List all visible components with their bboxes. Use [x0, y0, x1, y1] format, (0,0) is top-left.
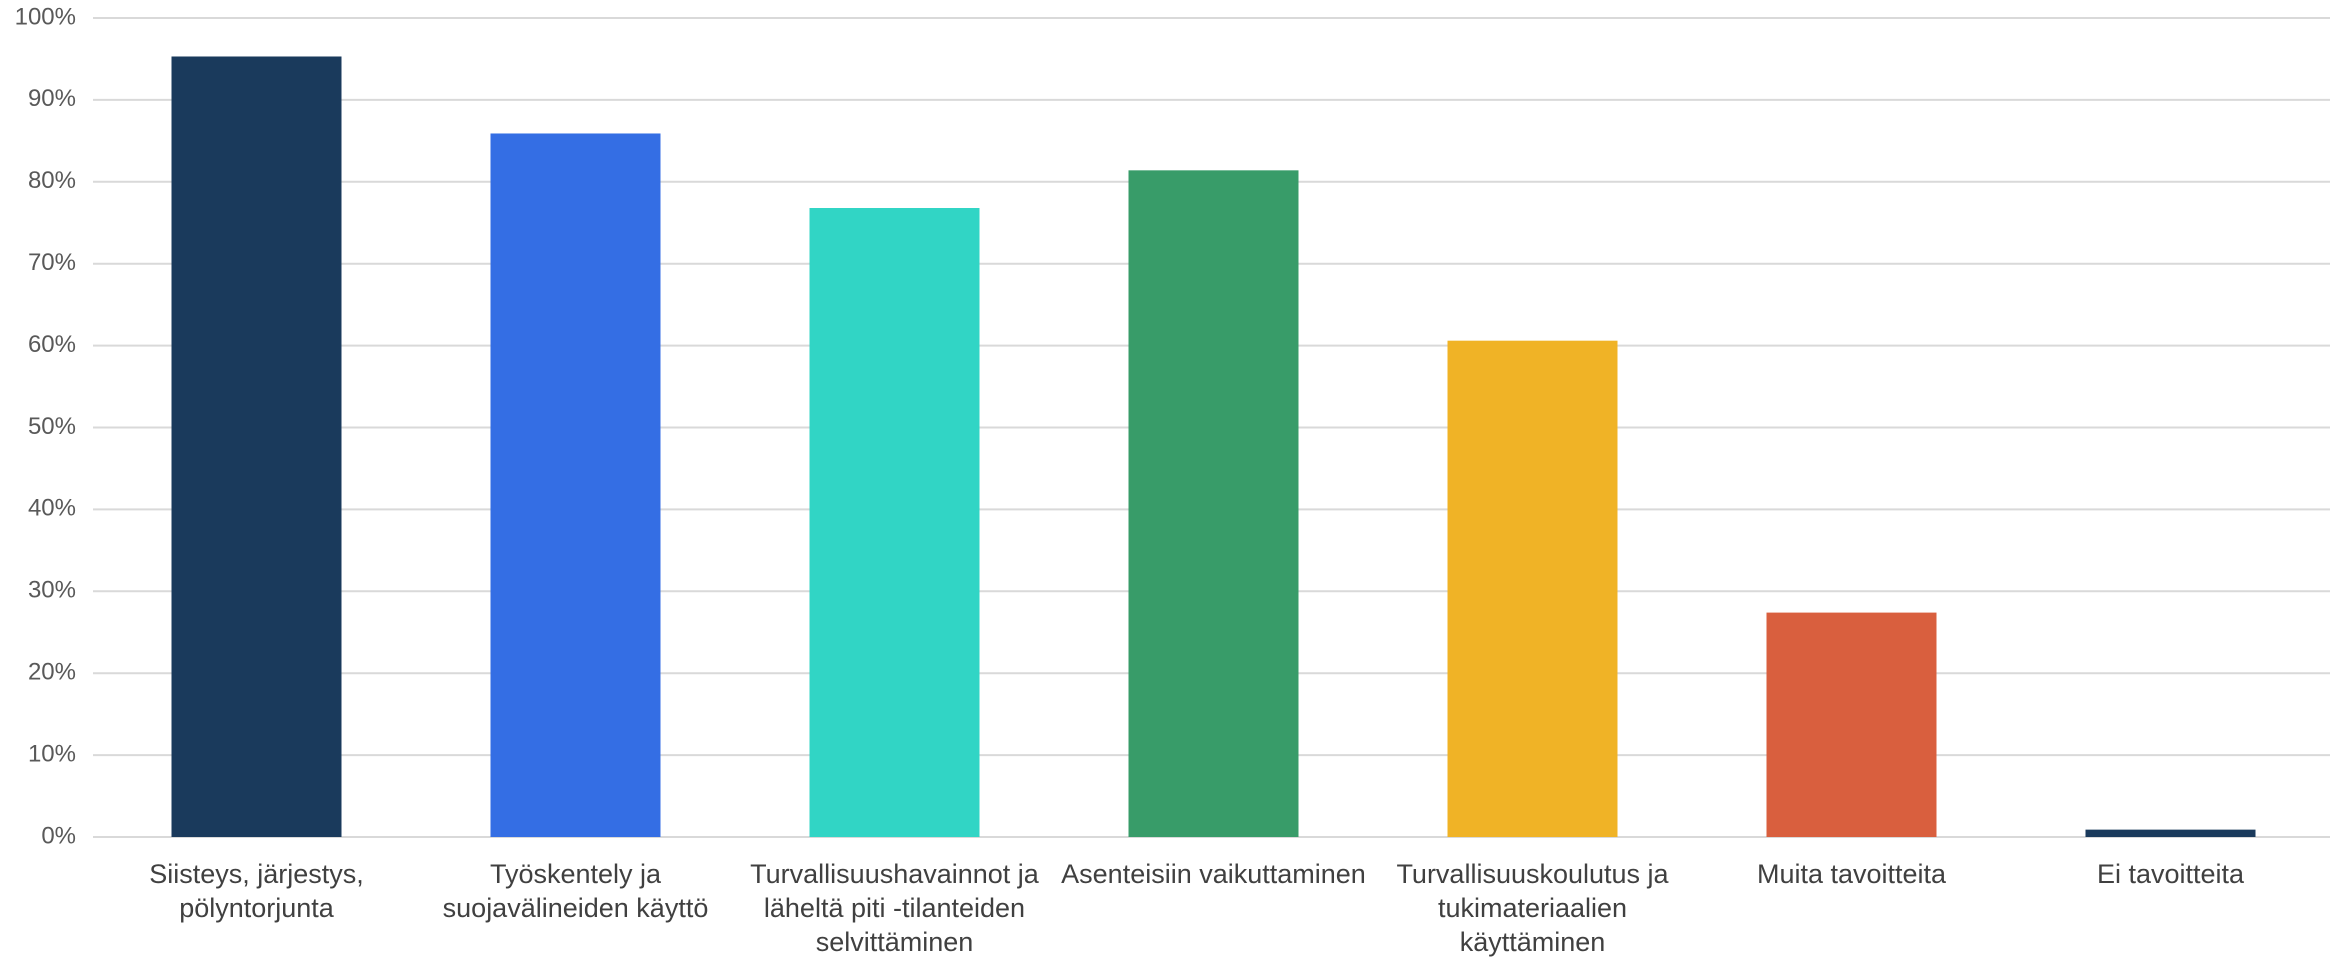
y-tick-label: 40% [28, 495, 76, 522]
y-tick-label: 100% [15, 3, 76, 30]
bar [490, 133, 661, 837]
bar [1128, 170, 1299, 838]
x-tick-label: Työskentely ja suojavälineiden käyttö [442, 859, 709, 923]
bar [2085, 829, 2256, 837]
x-tick-label: Turvallisuushavainnot ja läheltä piti -t… [750, 859, 1039, 957]
y-tick-label: 90% [28, 85, 76, 112]
y-tick-label: 0% [41, 822, 76, 849]
bar [1766, 612, 1937, 837]
bar [1447, 340, 1618, 837]
x-tick-label: Ei tavoitteita [2096, 859, 2245, 889]
bar [171, 56, 342, 838]
x-tick-label: Muita tavoitteita [1756, 859, 1947, 889]
y-tick-label: 50% [28, 413, 76, 440]
x-tick-label: Turvallisuuskoulutus ja tukimateriaalien… [1396, 859, 1669, 957]
y-tick-label: 30% [28, 577, 76, 604]
y-tick-label: 60% [28, 331, 76, 358]
y-tick-label: 10% [28, 740, 76, 767]
x-tick-label: Siisteys, järjestys, pölyntorjunta [149, 859, 364, 923]
bar [809, 208, 980, 837]
y-tick-label: 80% [28, 167, 76, 194]
y-tick-label: 20% [28, 659, 76, 686]
x-tick-label: Asenteisiin vaikuttaminen [1061, 859, 1366, 889]
y-tick-label: 70% [28, 249, 76, 276]
